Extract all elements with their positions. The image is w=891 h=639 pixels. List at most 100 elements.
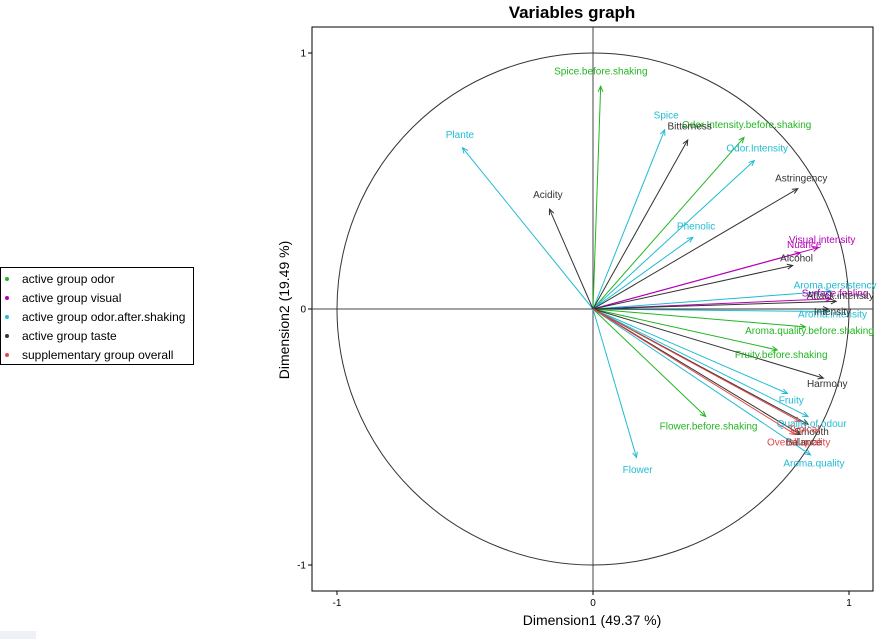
variable-arrowhead (660, 128, 666, 136)
variable-arrowhead (748, 159, 756, 167)
correlation-circle (336, 52, 850, 566)
variable-arrowhead (771, 345, 779, 352)
variable-label: Aroma.intensity (798, 310, 867, 321)
variable-label: Odor.Intensity.before.shaking (682, 120, 811, 131)
variable-arrow (592, 308, 806, 328)
variable-arrowhead (804, 449, 812, 456)
legend-label: supplementary group overall (22, 347, 174, 362)
variable-arrowhead (781, 388, 789, 395)
variable-arrow (592, 308, 706, 417)
variable-arrow (592, 290, 832, 310)
variable-label: Alcohol (780, 253, 813, 264)
legend-marker (5, 295, 9, 300)
variable-arrowhead (786, 263, 794, 270)
variable-arrowhead (794, 416, 802, 423)
variable-arrowhead (817, 373, 825, 380)
variable-label: Phenolic (677, 221, 715, 232)
variable-arrow (592, 308, 824, 379)
variable-label: Intensity (814, 307, 851, 318)
variable-label: Surface.feeling (802, 288, 869, 299)
variable-label: Overall.quality (767, 438, 830, 449)
y-axis-label: Dimension2 (19.49 %) (276, 241, 292, 380)
variable-label: Aroma.quality.before.shaking (745, 326, 874, 337)
variable-arrowhead (830, 298, 838, 305)
axis-ticks: -1 0 1 1 0 -1 (297, 49, 852, 610)
legend-label: active group visual (22, 290, 122, 305)
variable-label: Attack.intensity (807, 291, 874, 302)
variable-label: Flower.before.shaking (660, 421, 758, 432)
variable-arrow (592, 308, 796, 435)
variable-label: Flower (623, 465, 654, 476)
legend-marker (5, 314, 9, 319)
variable-arrowhead (632, 451, 638, 459)
variable-label: Odor.Intensity (726, 144, 788, 155)
legend-item-visual: active group visual (5, 288, 121, 307)
variable-arrowhead (686, 236, 694, 243)
legend-marker (5, 352, 9, 357)
variable-arrowhead (825, 288, 833, 295)
variable-arrowhead (802, 411, 810, 418)
variable-label: Aroma.quality (783, 458, 844, 469)
variable-arrowhead (802, 419, 810, 425)
legend-item-overall: supplementary group overall (5, 345, 173, 364)
variable-arrowhead (794, 429, 802, 436)
y-tick-label: 1 (300, 49, 306, 60)
variable-arrowhead (548, 208, 555, 216)
variable-arrow (592, 308, 637, 458)
variable-arrowhead (822, 306, 830, 312)
variable-label: Quality.of.odour (777, 419, 848, 430)
legend-label: active group taste (22, 328, 117, 343)
variable-arrowhead (682, 138, 689, 147)
variable-arrow (592, 308, 788, 394)
variable-arrow (592, 129, 666, 310)
variable-arrow (592, 139, 689, 310)
legend-item-odor-after-shaking: active group odor.after.shaking (5, 307, 185, 326)
variable-arrow (592, 252, 801, 310)
variable-label: Fruity (779, 395, 804, 406)
x-tick-label: 0 (590, 598, 596, 609)
variable-label: Spice.before.shaking (554, 66, 647, 77)
legend-marker (5, 276, 9, 281)
variable-arrows (461, 85, 838, 459)
variable-label: Astringency (775, 174, 827, 185)
variable-arrow (592, 308, 778, 351)
variable-label: Aroma.persistency (794, 280, 877, 291)
variable-arrowhead (799, 323, 807, 330)
variable-arrow (592, 188, 799, 310)
corner-strip (0, 631, 36, 639)
variable-arrow (592, 160, 755, 310)
variable-label: Typical (788, 424, 819, 435)
y-tick-label: -1 (297, 561, 306, 572)
variable-arrowhead (461, 146, 469, 154)
variable-label: Bitterness (667, 121, 711, 132)
variable-label: Smooth (794, 427, 828, 438)
variable-arrowhead (812, 246, 820, 252)
variable-label: Balance (786, 438, 823, 449)
variable-arrow (592, 308, 809, 417)
variable-arrowhead (789, 429, 797, 436)
variable-label: Harmony (807, 379, 848, 390)
legend-label: active group odor (22, 271, 115, 286)
variable-arrow (592, 300, 837, 310)
legend: active group odor active group visual ac… (0, 267, 194, 365)
variable-arrowhead (794, 251, 802, 257)
variable-arrowhead (791, 188, 799, 194)
variable-arrow (592, 86, 602, 310)
legend-item-taste: active group taste (5, 326, 117, 345)
y-tick-label: 0 (300, 305, 306, 316)
variable-arrowhead (597, 85, 604, 93)
variable-label: Nuance (787, 240, 822, 251)
variable-arrow (592, 264, 793, 310)
variable-arrowhead (699, 410, 707, 418)
x-tick-label: 1 (846, 598, 852, 609)
variable-arrow (462, 147, 594, 310)
legend-marker (5, 333, 9, 338)
variable-label: Acidity (533, 190, 562, 201)
variable-arrow (592, 236, 694, 310)
x-axis-label: Dimension1 (49.37 %) (523, 612, 662, 628)
variable-arrow (549, 208, 594, 310)
variable-label: Spice (654, 111, 679, 122)
chart-title: Variables graph (509, 3, 636, 22)
variable-arrowhead (822, 308, 830, 315)
